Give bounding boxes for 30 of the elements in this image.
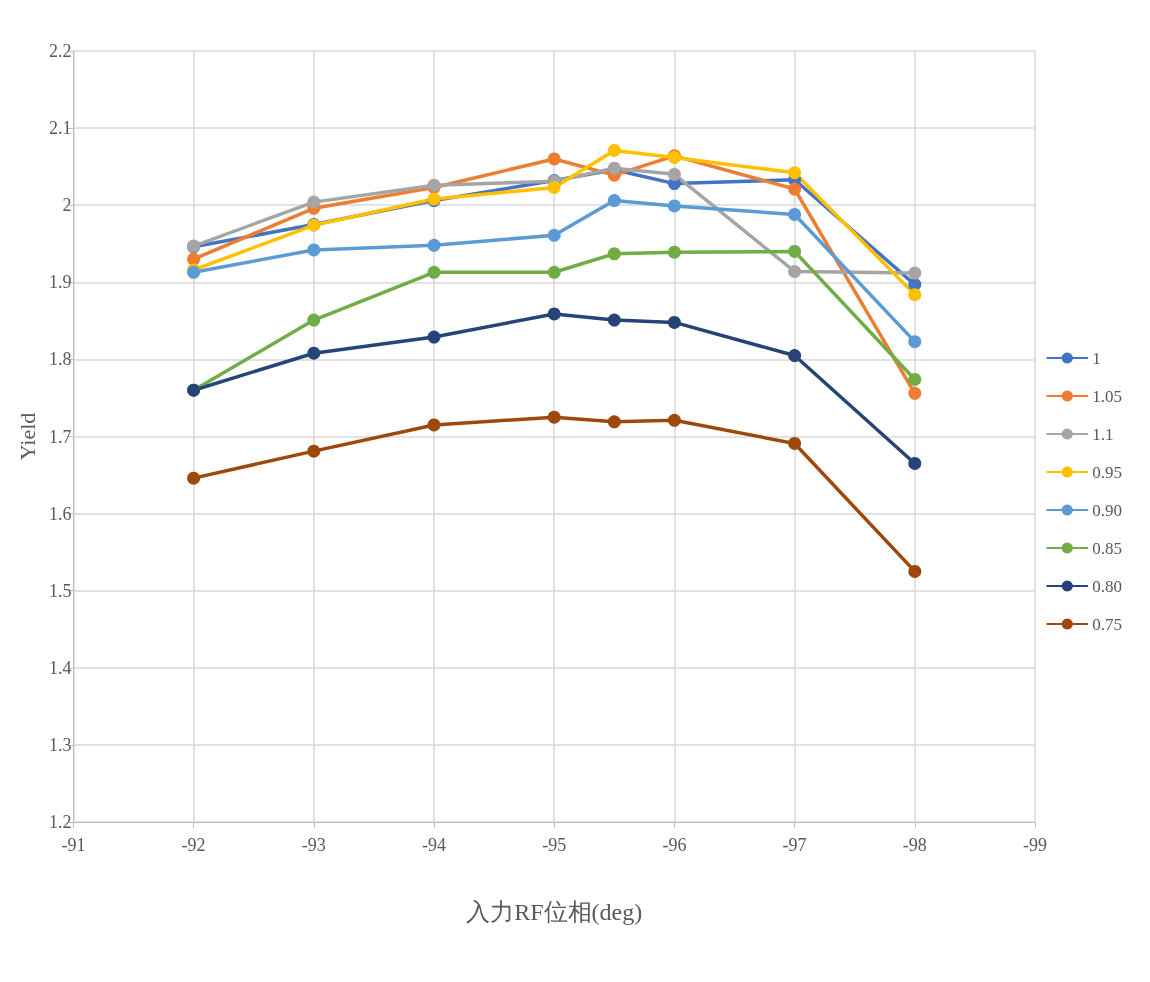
x-axis-title: 入力RF位相(deg) <box>466 899 643 925</box>
y-axis-title: Yield <box>14 412 40 461</box>
y-tick-label: 1.7 <box>48 426 72 447</box>
x-tick-label: -97 <box>782 835 807 855</box>
y-tick-label: 2 <box>62 195 72 216</box>
y-tick-label: 1.4 <box>48 657 72 678</box>
y-tick-label: 1.8 <box>48 349 72 370</box>
legend-label: 0.95 <box>1092 462 1122 482</box>
y-tick-label: 1.5 <box>48 580 72 601</box>
legend-label: 1.1 <box>1092 424 1114 444</box>
legend-label: 0.90 <box>1092 500 1122 520</box>
x-tick-label: -96 <box>662 835 687 855</box>
y-tick-label: 2.2 <box>48 41 72 61</box>
x-tick-label: -93 <box>301 835 326 855</box>
legend-label: 1.05 <box>1092 386 1122 406</box>
x-tick-label: -94 <box>422 835 446 855</box>
x-tick-label: -92 <box>181 835 206 855</box>
legend-label: 1 <box>1092 348 1101 368</box>
y-tick-label: 2.1 <box>48 118 72 139</box>
y-tick-label: 1.2 <box>48 812 72 832</box>
x-tick-label: -98 <box>902 835 927 855</box>
x-tick-label: -99 <box>1023 835 1047 855</box>
legend-label: 0.80 <box>1092 576 1122 596</box>
legend-label: 0.75 <box>1092 614 1122 634</box>
y-tick-label: 1.3 <box>48 734 72 755</box>
y-tick-label: 1.9 <box>48 272 72 293</box>
y-tick-label: 1.6 <box>48 503 72 524</box>
x-tick-label: -95 <box>542 835 567 855</box>
x-tick-label: -91 <box>61 835 86 855</box>
legend-label: 0.85 <box>1092 538 1122 558</box>
